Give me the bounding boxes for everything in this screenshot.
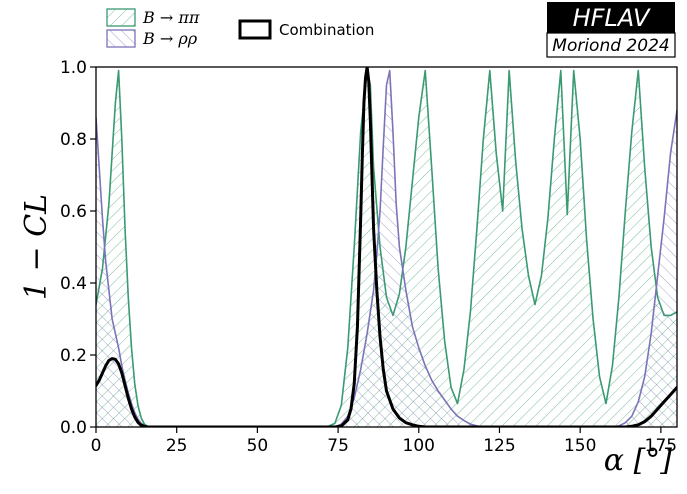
x-tick-label: 175 [645,436,677,456]
y-axis: 0.0 0.2 0.4 0.6 0.8 1.0 [60,58,96,438]
series-line-pipi [96,69,677,427]
y-tick-label: 0.2 [60,346,87,366]
series-area-rhorho [96,70,677,427]
x-tick-label: 25 [166,436,188,456]
hflav-badge: HFLAV Moriond 2024 [546,2,676,58]
series-layer [96,67,677,427]
y-tick-label: 0.6 [60,202,87,222]
x-tick-label: 50 [247,436,269,456]
x-tick-label: 100 [403,436,435,456]
badge-subtitle: Moriond 2024 [552,36,669,56]
plot-frame [95,66,678,428]
legend-item-pipi: B → ππ [106,8,200,27]
series-area-pipi [96,70,677,427]
y-tick-label: 0.8 [60,130,87,150]
legend-item-rhorho: B → ρρ [106,29,198,48]
x-tick-label: 125 [483,436,515,456]
legend-item-combination: Combination [238,19,374,40]
legend-label-rhorho: B → ρρ [142,29,198,48]
badge-title: HFLAV [573,4,651,32]
legend-label-pipi: B → ππ [142,8,200,27]
series-line-combination [96,67,677,427]
y-tick-label: 0.0 [60,418,87,438]
x-tick-label: 150 [564,436,596,456]
y-tick-label: 1.0 [60,58,87,78]
x-tick-label: 75 [327,436,349,456]
legend-label-combination: Combination [279,21,374,39]
legend: B → ππ B → ρρ Combination [106,8,374,48]
x-tick-label: 0 [91,436,102,456]
x-axis: 0 25 50 75 100 125 150 175 [91,427,677,456]
x-axis-title: α [°] [604,443,672,478]
y-axis-title: 1 − CL [19,194,54,300]
y-tick-label: 0.4 [60,274,87,294]
